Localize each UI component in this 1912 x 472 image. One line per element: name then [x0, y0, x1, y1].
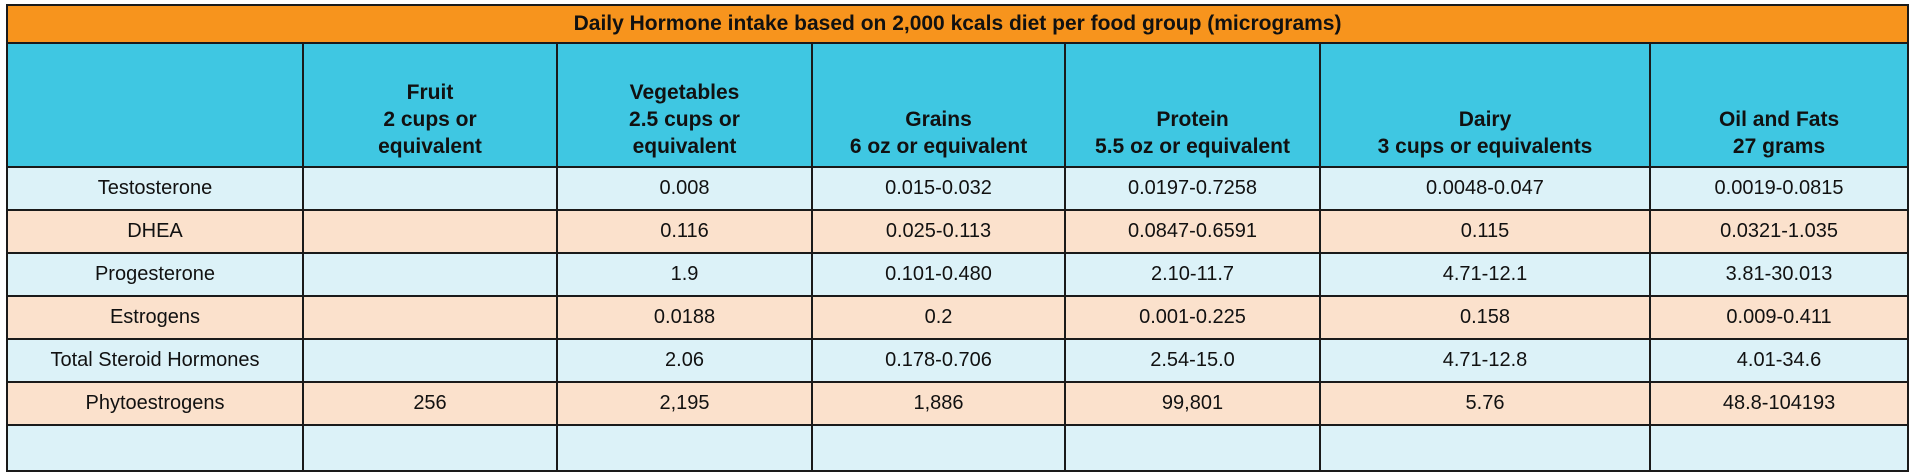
- table-cell: 0.0019-0.0815: [1648, 166, 1910, 211]
- table-cell: 48.8-104193: [1648, 381, 1910, 426]
- header-vegetables-line-2: 2.5 cups or: [629, 108, 740, 131]
- table-cell: 0.008: [556, 166, 813, 211]
- table-row: Phytoestrogens 256 2,195 1,886 99,801 5.…: [6, 381, 1910, 426]
- table-cell: 0.178-0.706: [811, 338, 1066, 383]
- table-cell: 4.01-34.6: [1648, 338, 1910, 383]
- header-oil-and-fats: Oil and Fats 27 grams: [1648, 42, 1910, 168]
- table-cell: 2,195: [556, 381, 813, 426]
- table-cell: 0.0847-0.6591: [1064, 209, 1321, 254]
- table-cell: 0.015-0.032: [811, 166, 1066, 211]
- table-cell: 0.116: [556, 209, 813, 254]
- table-cell: 2.06: [556, 338, 813, 383]
- table-row: DHEA 0.116 0.025-0.113 0.0847-0.6591 0.1…: [6, 209, 1910, 254]
- header-vegetables-line-3: equivalent: [632, 135, 737, 158]
- row-label: [6, 424, 304, 472]
- header-grains: Grains 6 oz or equivalent: [811, 42, 1066, 168]
- table-cell: [302, 209, 558, 254]
- header-corner-cell: [6, 42, 304, 168]
- table-cell: 0.0321-1.035: [1648, 209, 1910, 254]
- table-cell: 0.158: [1319, 295, 1651, 340]
- header-vegetables-line-1: Vegetables: [629, 81, 740, 104]
- row-label: Estrogens: [6, 295, 304, 340]
- table-cell: [1319, 424, 1651, 472]
- header-oil-line-2: 27 grams: [1732, 135, 1826, 158]
- header-protein-line-1: Protein: [1156, 108, 1229, 131]
- table-cell: [302, 252, 558, 297]
- table-cell: [302, 166, 558, 211]
- table-cell: [1648, 424, 1910, 472]
- table-cell: 2.54-15.0: [1064, 338, 1321, 383]
- table-cell: 1,886: [811, 381, 1066, 426]
- header-grains-line-2: 6 oz or equivalent: [849, 135, 1028, 158]
- row-label: DHEA: [6, 209, 304, 254]
- table-cell: 0.025-0.113: [811, 209, 1066, 254]
- table-row: Testosterone 0.008 0.015-0.032 0.0197-0.…: [6, 166, 1910, 211]
- table-cell: [302, 295, 558, 340]
- table-cell: 0.2: [811, 295, 1066, 340]
- table-cell: [302, 424, 558, 472]
- hormone-intake-table: Daily Hormone intake based on 2,000 kcal…: [5, 4, 1910, 472]
- table-cell: 4.71-12.8: [1319, 338, 1651, 383]
- header-grains-line-1: Grains: [905, 108, 972, 131]
- header-dairy-line-2: 3 cups or equivalents: [1377, 135, 1593, 158]
- table-cell: 0.001-0.225: [1064, 295, 1321, 340]
- table-body: Testosterone 0.008 0.015-0.032 0.0197-0.…: [6, 166, 1910, 472]
- table-cell: 256: [302, 381, 558, 426]
- header-dairy-line-1: Dairy: [1458, 108, 1512, 131]
- table-row-empty: [6, 424, 1910, 472]
- column-header-row: Fruit 2 cups or equivalent Vegetables 2.…: [6, 42, 1910, 168]
- title-row: Daily Hormone intake based on 2,000 kcal…: [5, 4, 1910, 44]
- table-cell: 5.76: [1319, 381, 1651, 426]
- table-cell: 3.81-30.013: [1648, 252, 1910, 297]
- table-title: Daily Hormone intake based on 2,000 kcal…: [5, 4, 1910, 44]
- header-fruit-line-2: 2 cups or: [383, 108, 477, 131]
- header-vegetables: Vegetables 2.5 cups or equivalent: [556, 42, 813, 168]
- table-cell: [302, 338, 558, 383]
- table-cell: [811, 424, 1066, 472]
- row-label: Testosterone: [6, 166, 304, 211]
- table-cell: 0.009-0.411: [1648, 295, 1910, 340]
- row-label: Phytoestrogens: [6, 381, 304, 426]
- row-label: Progesterone: [6, 252, 304, 297]
- header-oil-line-1: Oil and Fats: [1718, 108, 1840, 131]
- table-cell: 4.71-12.1: [1319, 252, 1651, 297]
- header-fruit: Fruit 2 cups or equivalent: [302, 42, 558, 168]
- table-row: Estrogens 0.0188 0.2 0.001-0.225 0.158 0…: [6, 295, 1910, 340]
- table-cell: 2.10-11.7: [1064, 252, 1321, 297]
- header-protein: Protein 5.5 oz or equivalent: [1064, 42, 1321, 168]
- table-cell: 0.0197-0.7258: [1064, 166, 1321, 211]
- table-cell: 0.0188: [556, 295, 813, 340]
- header-fruit-line-3: equivalent: [378, 135, 482, 158]
- row-label: Total Steroid Hormones: [6, 338, 304, 383]
- table-cell: 99,801: [1064, 381, 1321, 426]
- table-row: Total Steroid Hormones 2.06 0.178-0.706 …: [6, 338, 1910, 383]
- header-dairy: Dairy 3 cups or equivalents: [1319, 42, 1651, 168]
- table-row: Progesterone 1.9 0.101-0.480 2.10-11.7 4…: [6, 252, 1910, 297]
- table-cell: [1064, 424, 1321, 472]
- table-cell: 0.115: [1319, 209, 1651, 254]
- table-cell: 0.101-0.480: [811, 252, 1066, 297]
- table-cell: 0.0048-0.047: [1319, 166, 1651, 211]
- header-protein-line-2: 5.5 oz or equivalent: [1095, 135, 1290, 158]
- header-fruit-line-1: Fruit: [406, 81, 454, 104]
- table-cell: [556, 424, 813, 472]
- table-cell: 1.9: [556, 252, 813, 297]
